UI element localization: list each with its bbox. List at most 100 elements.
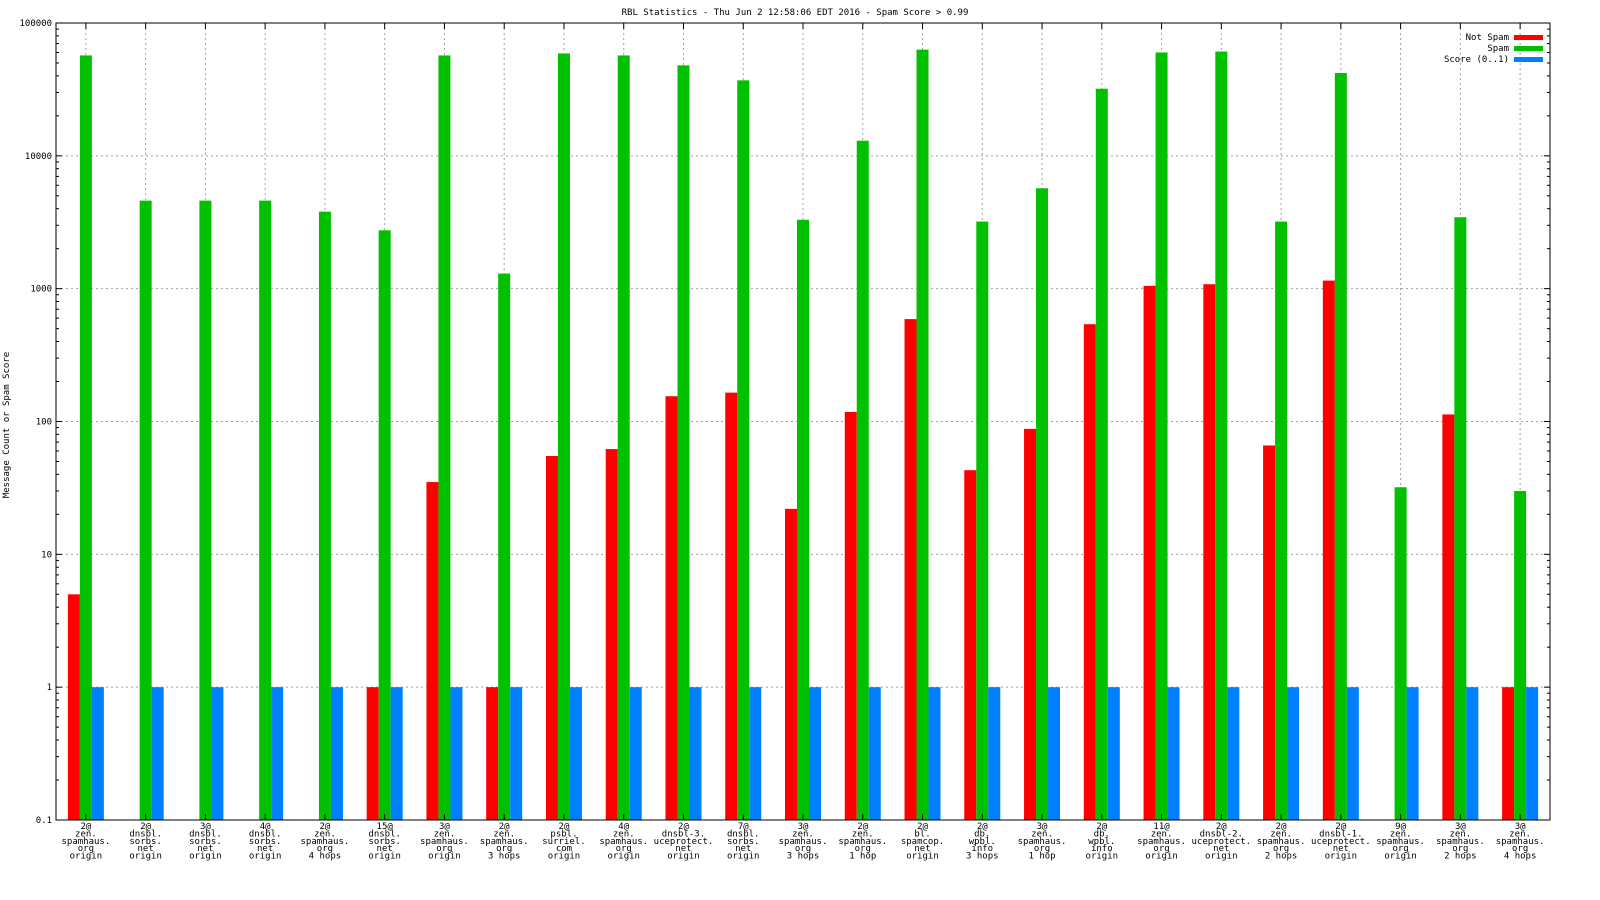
x-category-label: net	[735, 844, 751, 854]
bar-score	[211, 687, 224, 820]
bar-score	[271, 687, 284, 820]
x-category-label: zen.	[434, 829, 456, 839]
x-category-label: org	[317, 844, 333, 854]
bar-not-spam	[1442, 414, 1455, 820]
bar-spam	[677, 65, 690, 820]
x-category-label: 2@	[977, 822, 988, 832]
bar-score	[629, 687, 642, 820]
legend-swatch	[1514, 57, 1543, 62]
bar-spam	[1334, 73, 1347, 821]
x-category-label: zen.	[1031, 829, 1053, 839]
bar-spam	[498, 273, 511, 820]
y-tick-label: 0.1	[36, 816, 52, 826]
x-category-label: 3@	[439, 822, 450, 832]
x-category-label: sorbs.	[129, 837, 162, 847]
bar-spam	[1275, 221, 1288, 820]
x-axis-labels: 2@zen.spamhaus.orgorigin2@dnsbl.sorbs.ne…	[61, 822, 1544, 862]
x-category-label: 4 hops	[1504, 852, 1537, 862]
x-category-label: org	[1392, 844, 1408, 854]
x-category-label: dnsbl-1.	[1319, 829, 1362, 839]
x-category-label: 2@	[1335, 822, 1346, 832]
x-category-label: zen.	[852, 829, 874, 839]
bar-spam	[79, 55, 92, 820]
bar-spam	[1394, 487, 1407, 820]
bar-not-spam	[486, 687, 499, 820]
x-category-label: 2 hops	[1444, 852, 1477, 862]
y-tick-label: 1	[47, 683, 52, 693]
bar-spam	[976, 221, 989, 820]
legend-swatch	[1514, 35, 1543, 40]
x-category-label: origin	[1384, 852, 1417, 862]
x-category-label: org	[616, 844, 632, 854]
x-category-label: 3@	[798, 822, 809, 832]
bar-not-spam	[904, 319, 917, 820]
y-tick-label: 100000	[19, 19, 52, 29]
x-category-label: sorbs.	[727, 837, 760, 847]
x-category-label: 1 hop	[849, 852, 876, 862]
bar-spam	[1036, 188, 1049, 820]
x-category-label: net	[377, 844, 393, 854]
x-category-label: origin	[129, 852, 162, 862]
bar-not-spam	[545, 455, 558, 820]
bar-score	[1406, 687, 1419, 820]
x-category-label: spamhaus.	[301, 837, 350, 847]
bar-spam	[856, 140, 869, 820]
bar-not-spam	[1263, 445, 1276, 820]
bar-not-spam	[1502, 687, 1515, 820]
x-category-label: org	[1153, 844, 1169, 854]
legend-label: Spam	[1487, 44, 1509, 54]
x-category-label: spamhaus.	[1496, 837, 1545, 847]
bar-score	[390, 687, 403, 820]
x-category-label: zen.	[1390, 829, 1412, 839]
x-category-label: 3 hops	[787, 852, 820, 862]
y-tick-label: 10000	[25, 152, 52, 162]
bar-score	[1526, 687, 1539, 820]
x-category-label: uceprotect.	[654, 837, 714, 847]
x-category-label: zen.	[613, 829, 635, 839]
x-category-label: 4@	[260, 822, 271, 832]
bar-score	[91, 687, 104, 820]
x-category-label: db.	[974, 829, 990, 839]
x-category-label: surriel.	[542, 837, 585, 847]
x-category-label: info	[1091, 844, 1113, 854]
x-category-label: com	[556, 844, 572, 854]
bar-score	[1227, 687, 1240, 820]
x-category-label: org	[795, 844, 811, 854]
x-category-label: zen.	[493, 829, 515, 839]
x-category-label: sorbs.	[189, 837, 222, 847]
bar-score	[330, 687, 343, 820]
x-category-label: 11@	[1153, 822, 1170, 832]
x-category-label: 4@	[618, 822, 629, 832]
x-category-label: origin	[249, 852, 282, 862]
bar-spam	[737, 80, 750, 821]
x-category-label: org	[1273, 844, 1289, 854]
bar-not-spam	[1203, 284, 1216, 820]
x-category-label: net	[138, 844, 154, 854]
x-category-label: spamcop.	[901, 837, 944, 847]
bar-spam	[438, 55, 451, 820]
bar-spam	[378, 230, 391, 820]
bar-spam	[1215, 51, 1228, 820]
bar-spam	[797, 219, 809, 821]
bar-score	[450, 687, 463, 820]
x-category-label: origin	[727, 852, 760, 862]
bar-score	[1346, 687, 1359, 820]
x-category-label: net	[914, 844, 930, 854]
x-category-label: spamhaus.	[480, 837, 529, 847]
x-category-label: 2@	[559, 822, 570, 832]
x-category-label: spamhaus.	[61, 837, 110, 847]
x-category-label: org	[496, 844, 512, 854]
bar-score	[868, 687, 881, 820]
bar-spam	[617, 55, 630, 820]
bar-score	[928, 687, 941, 820]
bar-not-spam	[964, 470, 977, 820]
x-category-label: 2@	[319, 822, 330, 832]
legend-swatch	[1514, 46, 1543, 51]
x-category-label: origin	[1145, 852, 1178, 862]
bar-score	[1107, 687, 1120, 820]
bar-spam	[916, 49, 929, 821]
x-category-label: wpbl.	[1088, 837, 1115, 847]
bar-spam	[139, 200, 152, 820]
